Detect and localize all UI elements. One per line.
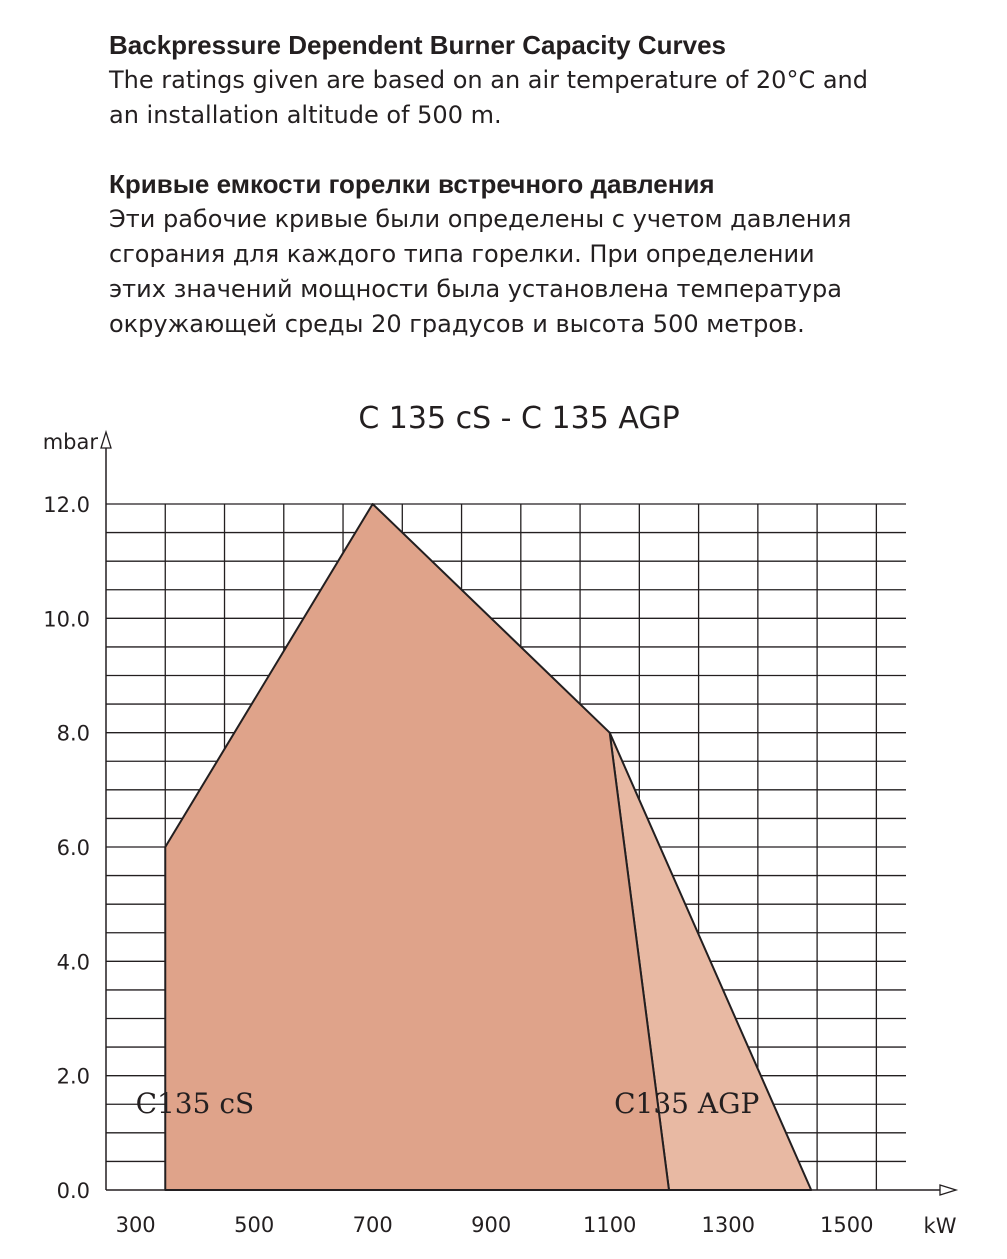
y-tick-label: 12.0	[43, 493, 90, 517]
english-heading: Backpressure Dependent Burner Capacity C…	[109, 30, 727, 60]
x-axis-label: kW	[924, 1214, 957, 1238]
series-label: C135 AGP	[614, 1087, 759, 1120]
labels: 0.0 2.0 4.0 6.0 8.0 10.0 12.0 300 500 700 900 1100 1…	[43, 401, 957, 1238]
x-tick-label: 1100	[583, 1213, 636, 1237]
english-line-1: The ratings given are based on an air te…	[109, 66, 868, 94]
x-tick-label: 700	[353, 1213, 393, 1237]
y-tick-label: 0.0	[57, 1179, 90, 1203]
russian-line-2: сгорания для каждого типа горелки. При о…	[109, 240, 815, 268]
axes	[100, 429, 959, 1196]
russian-description: Кривые емкости горелки встречного давлен…	[109, 167, 989, 342]
russian-heading: Кривые емкости горелки встречного давлен…	[109, 169, 715, 199]
x-tick-label: 1300	[701, 1213, 754, 1237]
y-axis-arrow-icon	[100, 429, 112, 449]
russian-line-3: этих значений мощности была установлена …	[109, 275, 842, 303]
english-description: Backpressure Dependent Burner Capacity C…	[109, 28, 989, 133]
y-axis-label: mbar	[43, 430, 99, 454]
x-tick-label: 300	[116, 1213, 156, 1237]
x-tick-label: 900	[471, 1213, 511, 1237]
y-tick-label: 6.0	[57, 836, 90, 860]
chart-title: C 135 cS - C 135 AGP	[358, 401, 679, 436]
x-tick-label: 1500	[820, 1213, 873, 1237]
russian-line-1: Эти рабочие кривые были определены с уче…	[109, 205, 852, 233]
y-tick-label: 4.0	[57, 950, 90, 974]
x-axis-arrow-icon	[939, 1184, 959, 1196]
y-tick-label: 10.0	[43, 607, 90, 631]
y-tick-label: 8.0	[57, 722, 90, 746]
y-tick-label: 2.0	[57, 1065, 90, 1089]
series-label: C135 cS	[136, 1087, 255, 1120]
capacity-chart: 0.0 2.0 4.0 6.0 8.0 10.0 12.0 300 500 700 900 1100 1…	[43, 401, 959, 1238]
english-line-2: an installation altitude of 500 m.	[109, 101, 502, 129]
x-tick-label: 500	[234, 1213, 274, 1237]
russian-line-4: окружающей среды 20 градусов и высота 50…	[109, 310, 805, 338]
capacity-areas	[164, 503, 813, 1191]
